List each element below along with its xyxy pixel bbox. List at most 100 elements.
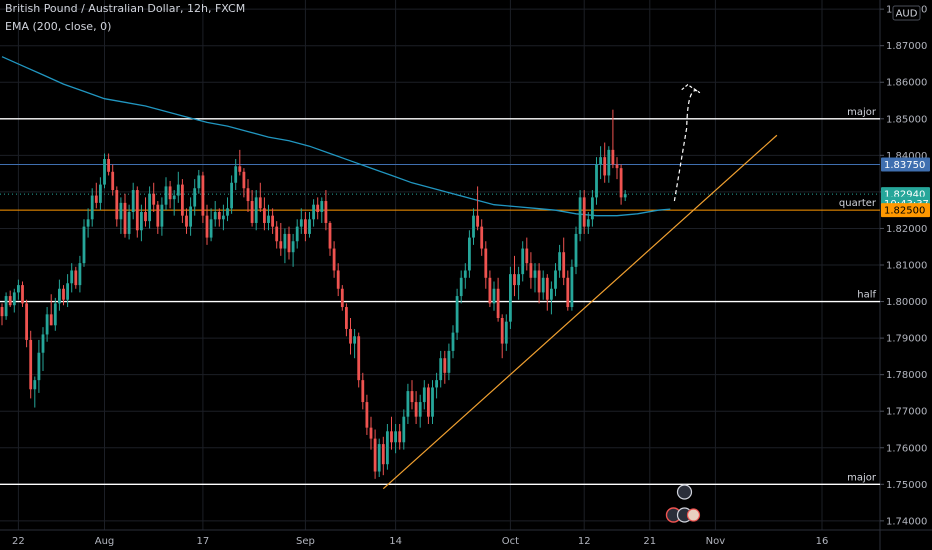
candle-body[interactable] — [562, 252, 566, 278]
candle-body[interactable] — [320, 201, 324, 212]
candle-body[interactable] — [304, 219, 307, 234]
candle-body[interactable] — [578, 197, 582, 234]
candle-body[interactable] — [176, 184, 180, 196]
candle-body[interactable] — [488, 277, 492, 304]
candle-body[interactable] — [37, 352, 41, 381]
candle-body[interactable] — [181, 184, 184, 216]
candle-body[interactable] — [570, 266, 574, 308]
candle-body[interactable] — [373, 438, 377, 472]
event-icon[interactable] — [676, 484, 693, 500]
candle-body[interactable] — [472, 215, 475, 238]
candle-body[interactable] — [476, 215, 479, 227]
candle-body[interactable] — [386, 431, 389, 465]
candle-body[interactable] — [25, 303, 28, 340]
candle-body[interactable] — [111, 171, 115, 191]
candle-body[interactable] — [238, 166, 242, 172]
candle-body[interactable] — [99, 184, 102, 203]
candle-body[interactable] — [222, 215, 225, 220]
candle-body[interactable] — [295, 226, 299, 242]
candle-body[interactable] — [345, 307, 348, 329]
candle-body[interactable] — [275, 226, 279, 242]
candle-body[interactable] — [103, 159, 106, 185]
candle-body[interactable] — [402, 416, 406, 443]
candle-body[interactable] — [591, 197, 594, 220]
candle-body[interactable] — [480, 226, 484, 249]
candle-body[interactable] — [308, 219, 311, 234]
candle-body[interactable] — [603, 157, 607, 176]
candle-body[interactable] — [619, 168, 623, 198]
candle-body[interactable] — [234, 166, 238, 183]
candle-body[interactable] — [127, 212, 131, 234]
candle-body[interactable] — [447, 350, 451, 373]
candle-body[interactable] — [418, 402, 422, 417]
orange-tag[interactable] — [881, 203, 930, 218]
candle-body[interactable] — [12, 292, 16, 306]
candle-body[interactable] — [599, 157, 602, 165]
candle-body[interactable] — [53, 303, 57, 326]
candle-body[interactable] — [140, 212, 143, 231]
candle-body[interactable] — [394, 431, 397, 443]
candle-body[interactable] — [361, 380, 365, 403]
candle-body[interactable] — [115, 190, 119, 220]
candle-body[interactable] — [250, 201, 254, 223]
candle-body[interactable] — [213, 212, 217, 220]
candle-body[interactable] — [381, 444, 385, 465]
candle-body[interactable] — [82, 226, 86, 264]
event-icon[interactable] — [686, 508, 701, 522]
candle-body[interactable] — [74, 270, 78, 286]
candle-body[interactable] — [242, 171, 246, 189]
candle-body[interactable] — [463, 270, 467, 278]
candle-body[interactable] — [263, 208, 266, 223]
candle-body[interactable] — [66, 283, 69, 300]
candle-body[interactable] — [398, 431, 402, 443]
candle-body[interactable] — [209, 219, 213, 238]
candle-body[interactable] — [529, 263, 533, 278]
candle-body[interactable] — [365, 402, 369, 428]
candle-body[interactable] — [369, 427, 373, 439]
candle-body[interactable] — [197, 175, 201, 189]
candle-body[interactable] — [90, 195, 94, 220]
candle-body[interactable] — [254, 197, 258, 223]
candle-body[interactable] — [135, 190, 139, 231]
candle-body[interactable] — [439, 358, 443, 381]
candle-body[interactable] — [390, 431, 393, 443]
candle-body[interactable] — [62, 288, 65, 300]
candle-body[interactable] — [312, 204, 315, 220]
candle-body[interactable] — [148, 193, 151, 222]
candle-body[interactable] — [164, 186, 168, 205]
candle-body[interactable] — [201, 175, 205, 216]
candle-body[interactable] — [533, 270, 537, 278]
candle-body[interactable] — [226, 208, 229, 216]
candle-body[interactable] — [410, 391, 414, 403]
candle-body[interactable] — [357, 336, 361, 381]
candle-body[interactable] — [615, 164, 619, 169]
candle-body[interactable] — [525, 248, 529, 264]
candle-body[interactable] — [566, 277, 570, 308]
candle-body[interactable] — [377, 444, 381, 472]
candle-body[interactable] — [45, 314, 49, 335]
candle-body[interactable] — [156, 204, 160, 227]
candle-body[interactable] — [484, 248, 488, 278]
candle-body[interactable] — [353, 336, 356, 344]
candle-body[interactable] — [574, 233, 578, 267]
candle-body[interactable] — [70, 270, 74, 284]
candle-body[interactable] — [513, 274, 516, 286]
candle-body[interactable] — [586, 219, 590, 227]
candle-body[interactable] — [468, 237, 471, 271]
candle-body[interactable] — [595, 164, 598, 198]
candle-body[interactable] — [168, 186, 172, 200]
candle-body[interactable] — [0, 307, 4, 317]
candle-body[interactable] — [550, 288, 553, 300]
candle-body[interactable] — [107, 159, 110, 172]
candle-body[interactable] — [152, 193, 156, 205]
candle-body[interactable] — [324, 201, 328, 223]
candle-body[interactable] — [21, 285, 24, 304]
projection-path[interactable] — [673, 89, 700, 202]
candle-body[interactable] — [258, 197, 262, 209]
candle-body[interactable] — [340, 288, 344, 308]
ascending-trendline[interactable] — [382, 134, 778, 490]
candle-body[interactable] — [611, 149, 615, 165]
candle-body[interactable] — [500, 318, 504, 344]
candle-body[interactable] — [193, 188, 197, 207]
